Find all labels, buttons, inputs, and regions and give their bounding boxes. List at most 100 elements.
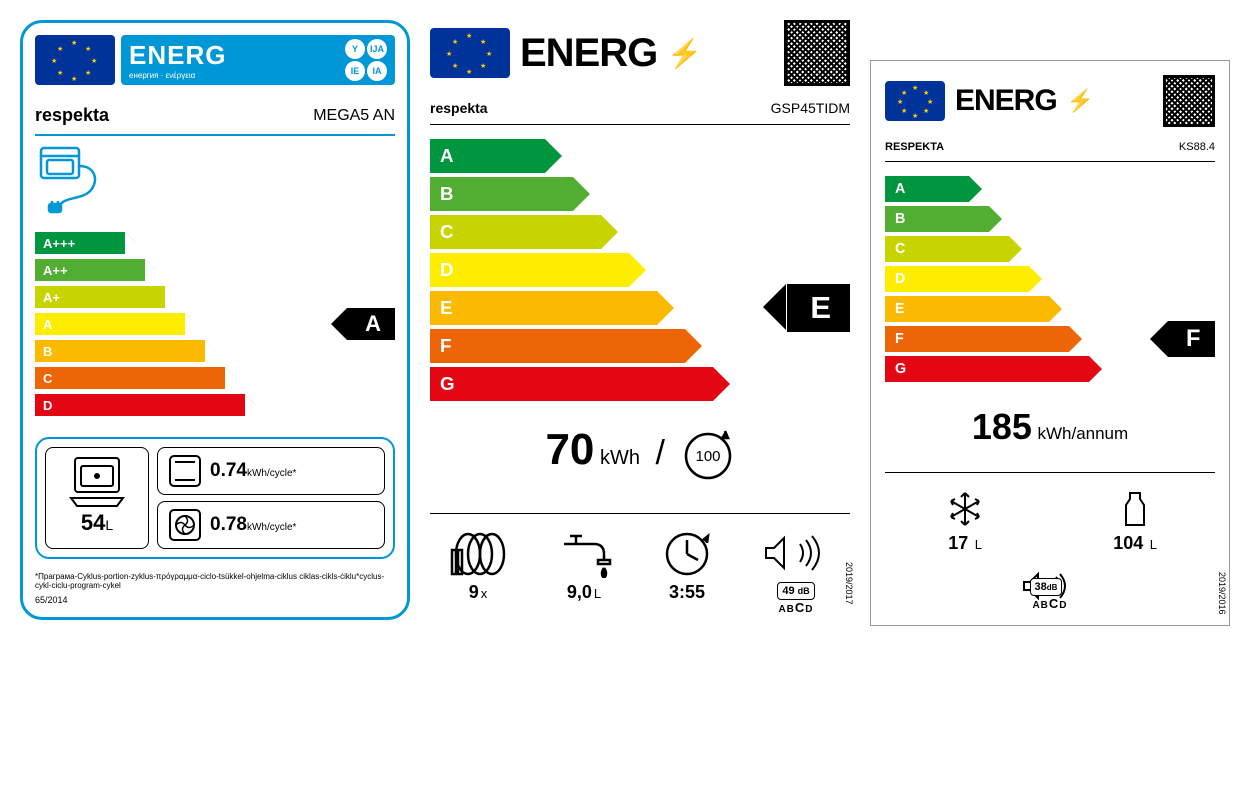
scale-bar-F: F [885,326,1069,352]
bolt-icon: ⚡ [1067,88,1094,114]
lang-code: Y [345,39,365,59]
freezer-value: 17 [948,533,968,553]
scale-bar-D: D [35,394,245,416]
water-spec: 9,0L [554,530,614,615]
noise-value: 38 [1035,581,1047,593]
energy-label-fridge: ★★ ★★ ★★ ★★ ENERG ⚡ RESPEKTA KS88.4 ABCD… [870,60,1230,626]
scale-bar-D: D [885,266,1029,292]
specs-icons: 17 L 104 L [885,489,1215,554]
kwh-unit: kWh/cycle* [247,522,296,533]
fan-icon [166,506,204,544]
speaker-icon [760,530,832,578]
kwh-unit: kWh/cycle* [247,468,296,479]
water-unit: L [594,586,601,601]
regulation: 65/2014 [35,595,395,605]
specs-panel: 54L 0.74kWh/cycle* 0.78kWh/cycle* [35,437,395,559]
eu-flag-icon: ★★ ★★ ★★ ★★ [885,81,945,121]
rating-pointer: A [347,308,395,340]
tap-icon [554,530,614,578]
place-unit: x [481,586,488,601]
kwh2-value: 0.78 [210,514,247,535]
fridge-value: 104 [1113,533,1143,553]
brand-model-row: respekta MEGA5 AN [35,97,395,136]
kwh-value: 70 [545,425,594,474]
model-name: MEGA5 AN [313,107,395,125]
model-name: KS88.4 [1179,141,1215,153]
scale-bar-A+: A+ [35,286,165,308]
oven-volume-icon [67,454,127,510]
label-header: ★★ ★★ ★★ ★★ ENERG енергия · ενέργεια Y I… [35,35,395,85]
lang-code: IA [367,61,387,81]
water-value: 9,0 [567,582,592,602]
brand-name: RESPEKTA [885,141,944,153]
fan-spec: 0.78kWh/cycle* [157,501,385,549]
duration-value: 3:55 [669,582,705,602]
brand-model-row: respekta GSP45TIDM [430,92,850,125]
plates-icon [448,530,508,578]
scale-bar-G: G [885,356,1089,382]
conventional-icon [166,452,204,490]
cycles-icon: 100 [681,429,735,483]
energ-title-box: ENERG енергия · ενέργεια Y IJA IE IA [121,35,395,85]
noise-class: ABCD [778,600,813,615]
lang-code: IJA [367,39,387,59]
scale-bar-D: D [430,253,629,287]
energ-title: ENERG [955,84,1057,118]
language-codes: Y IJA IE IA [345,39,387,81]
eu-flag-icon: ★★ ★★ ★★ ★★ [35,35,115,85]
scale-bar-B: B [430,177,573,211]
volume-spec: 54L [45,447,149,549]
freezer-unit: L [975,537,982,552]
model-name: GSP45TIDM [771,100,850,116]
rating-pointer: E [787,284,850,332]
noise-unit: dB [1047,583,1058,592]
freezer-spec: 17 L [943,489,987,554]
scale-bar-C: C [885,236,1009,262]
volume-unit: L [105,517,113,533]
energ-subtitle: енергия · ενέργεια [129,71,226,80]
place-settings-spec: 9x [448,530,508,615]
kwh-unit: kWh/annum [1037,424,1128,443]
brand-model-row: RESPEKTA KS88.4 [885,133,1215,162]
regulation: 2019/2016 [1217,572,1227,615]
volume-value: 54 [81,510,105,535]
bolt-icon: ⚡ [667,37,702,70]
scale-bar-E: E [430,291,657,325]
fridge-unit: L [1150,537,1157,552]
fridge-spec: 104 L [1113,489,1157,554]
qr-code-icon [784,20,850,86]
noise-unit: dB [798,586,810,596]
oven-plug-icon [35,146,395,221]
noise-spec: 38dB ABCD [1020,568,1080,611]
scale-bar-F: F [430,329,685,363]
consumption-headline: 185 kWh/annum [885,406,1215,448]
efficiency-scale: ABCDEFFG [885,176,1215,382]
kwh-value: 185 [972,406,1032,447]
noise-spec: 49 dB ABCD [760,530,832,615]
scale-bar-A: A [885,176,969,202]
energy-label-dishwasher: ★★ ★★ ★★ ★★ ENERG ⚡ respekta GSP45TIDM A… [430,20,850,615]
regulation: 2019/2017 [844,562,854,605]
consumption-headline: 70 kWh / 100 [430,425,850,489]
efficiency-scale: ABCDEEFG [430,139,850,401]
qr-code-icon [1163,75,1215,127]
place-value: 9 [469,582,479,602]
duration-spec: 3:55 [660,530,714,615]
scale-bar-C: C [35,367,225,389]
lang-code: IE [345,61,365,81]
label-header: ★★ ★★ ★★ ★★ ENERG ⚡ [885,75,1215,127]
kwh-unit: kWh [600,447,640,469]
conventional-spec: 0.74kWh/cycle* [157,447,385,495]
brand-name: respekta [35,105,109,126]
energ-title: ENERG [520,31,657,76]
energy-label-oven: ★★ ★★ ★★ ★★ ENERG енергия · ενέργεια Y I… [20,20,410,620]
brand-name: respekta [430,100,488,116]
energ-title: ENERG [129,40,226,70]
clock-icon [660,530,714,578]
svg-text:100: 100 [695,448,720,465]
scale-bar-A: A [35,313,185,335]
scale-bar-A+++: A+++ [35,232,125,254]
rating-pointer: F [1168,321,1215,357]
efficiency-scale: A+++A++A+AABCD [35,231,395,417]
noise-value: 49 [782,585,794,597]
